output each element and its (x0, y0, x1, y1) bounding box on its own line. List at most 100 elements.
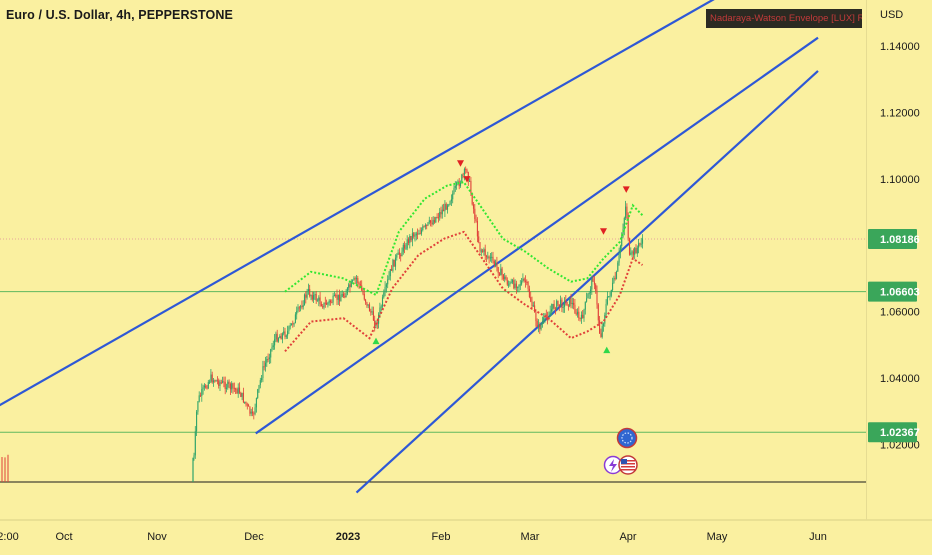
candle-body (270, 349, 272, 358)
candle-body (509, 282, 511, 285)
candle-body (203, 385, 205, 388)
candle-body (209, 381, 211, 383)
candle-body (411, 233, 413, 241)
candle-body (475, 219, 477, 221)
candle-body (284, 331, 286, 337)
candle-body (329, 300, 332, 303)
candle-body (363, 293, 365, 300)
candle-body (387, 279, 389, 285)
candle-body (474, 208, 476, 220)
candle-body (600, 333, 602, 337)
candle-body (436, 217, 438, 219)
candle-body (413, 233, 415, 237)
candle-body (537, 324, 540, 327)
candle-body (235, 388, 237, 390)
candle-body (424, 224, 426, 227)
candle-body (229, 383, 231, 390)
candle-body (296, 310, 298, 315)
candle-body (426, 224, 428, 226)
candle-body (465, 168, 467, 170)
candle-body (409, 235, 411, 243)
candle-body (444, 203, 446, 212)
candle-body (283, 331, 285, 334)
candle-body (457, 181, 459, 183)
candle-body (459, 182, 462, 187)
candle-body (368, 304, 371, 312)
channel-line-upper[interactable] (0, 0, 737, 422)
price-tick-label: 1.10000 (880, 174, 920, 186)
candle-body (641, 238, 644, 244)
candle-body (541, 321, 543, 325)
candle-body (508, 284, 510, 286)
candle-body (593, 281, 595, 285)
candle-body (431, 222, 433, 225)
candle-body (561, 299, 563, 308)
signal-down-marker (463, 176, 471, 183)
candle-body (251, 411, 254, 414)
candle-body (480, 250, 482, 252)
candle-body (407, 239, 410, 243)
time-tick-label: 2023 (336, 531, 360, 543)
candle-body (241, 392, 243, 397)
candle-body (205, 385, 207, 388)
candle-body (263, 366, 265, 368)
price-badge (868, 229, 917, 250)
candle-body (248, 404, 250, 407)
candle-body (461, 174, 463, 183)
candle-body (571, 302, 573, 305)
candle-body (271, 346, 273, 350)
candle-body (636, 247, 638, 254)
candle-body (275, 333, 277, 340)
candle-body (570, 298, 572, 305)
candle-body (428, 220, 430, 223)
candle-body (565, 300, 567, 303)
globe-event-icon[interactable] (616, 427, 638, 449)
price-badge-label: 1.08186 (880, 234, 920, 246)
candle-body (384, 286, 386, 293)
candle-body (596, 290, 598, 305)
candle-body (320, 304, 322, 307)
price-badge (868, 422, 917, 443)
candle-body (614, 277, 616, 279)
candle-body (333, 295, 335, 297)
candle-body (212, 380, 215, 383)
candle-body (578, 311, 580, 319)
candle-body (350, 281, 352, 287)
candle-body (371, 311, 373, 313)
candle-body (211, 374, 213, 383)
candle-body (417, 233, 419, 235)
candle-body (617, 262, 619, 272)
candle-body (554, 308, 556, 310)
signal-down-marker (622, 186, 630, 193)
candle-body (553, 303, 555, 309)
candle-body (482, 250, 484, 252)
candle-body (279, 336, 281, 339)
candle-body (622, 229, 624, 237)
envelope-lower-line (284, 230, 644, 353)
time-tick-label: 2:00 (0, 531, 19, 543)
candle-body (448, 204, 450, 206)
time-tick-label: Mar (521, 531, 540, 543)
indicator-tag[interactable]: Nadaraya-Watson Envelope [LUX] Repaints (706, 9, 862, 28)
candle-body (398, 252, 400, 255)
candle-body (567, 305, 569, 307)
candle-body (227, 381, 229, 388)
channel-line-middle[interactable] (255, 36, 819, 435)
flag-stripe (621, 469, 635, 471)
candle-body (584, 301, 586, 310)
candle-body (285, 335, 287, 337)
candle-body (214, 380, 216, 382)
candle-body (340, 296, 342, 302)
candle-body (469, 180, 471, 182)
candle-body (605, 304, 607, 315)
candle-body (524, 280, 527, 282)
us-flag-event-icon[interactable] (618, 455, 638, 475)
candle-body (439, 212, 441, 218)
candle-body (323, 302, 325, 308)
candle-body (487, 256, 489, 258)
candle-body (381, 297, 384, 307)
candle-body (336, 295, 338, 300)
channel-line-lower[interactable] (355, 70, 819, 494)
